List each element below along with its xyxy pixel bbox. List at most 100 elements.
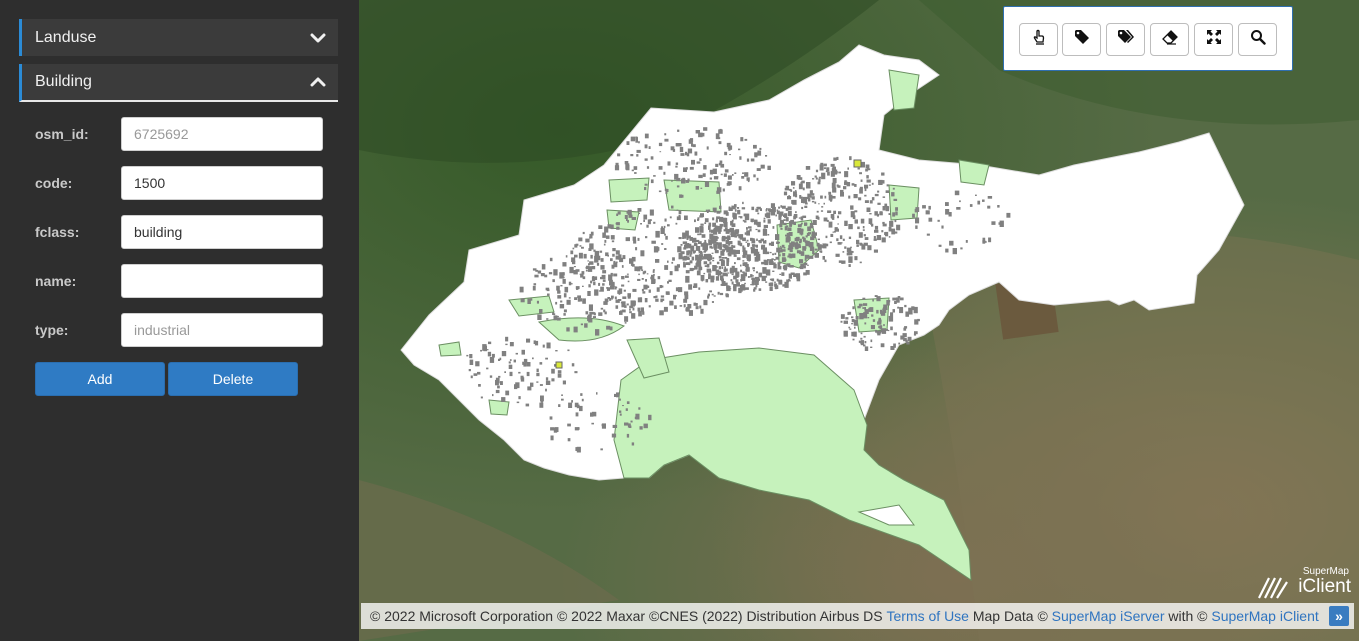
- building: [638, 266, 643, 270]
- select-tool-button[interactable]: [1019, 23, 1058, 56]
- building: [803, 265, 806, 269]
- eraser-tool-button[interactable]: [1150, 23, 1189, 56]
- building: [731, 219, 734, 222]
- building: [733, 254, 737, 257]
- building: [636, 154, 639, 157]
- building: [593, 313, 596, 316]
- building: [626, 218, 628, 221]
- add-button[interactable]: Add: [35, 362, 165, 396]
- building: [590, 254, 593, 259]
- building: [726, 229, 731, 233]
- building: [805, 202, 808, 205]
- building: [838, 171, 841, 174]
- building: [716, 216, 721, 220]
- building: [557, 373, 562, 378]
- building: [786, 263, 791, 266]
- panel-header-landuse[interactable]: Landuse: [19, 19, 338, 56]
- building: [699, 233, 702, 236]
- building: [715, 276, 720, 281]
- building: [710, 275, 715, 280]
- fullscreen-tool-button[interactable]: [1194, 23, 1233, 56]
- building: [808, 255, 814, 259]
- building: [803, 246, 807, 250]
- building: [681, 178, 686, 184]
- building: [534, 274, 539, 278]
- building: [904, 326, 908, 329]
- code-input[interactable]: [121, 166, 323, 200]
- building: [771, 241, 774, 246]
- name-input[interactable]: [121, 264, 323, 298]
- building: [778, 206, 780, 209]
- building: [883, 304, 888, 310]
- building: [742, 250, 748, 255]
- building: [505, 390, 510, 396]
- building: [862, 164, 864, 167]
- building: [639, 426, 643, 430]
- building: [823, 217, 828, 222]
- search-tool-button[interactable]: [1238, 23, 1277, 56]
- building: [554, 364, 557, 367]
- panel-header-building[interactable]: Building: [19, 64, 338, 102]
- building: [686, 153, 690, 157]
- building: [648, 289, 651, 293]
- building: [579, 254, 582, 259]
- building: [726, 286, 731, 292]
- building: [770, 282, 774, 287]
- building: [890, 346, 895, 350]
- building: [991, 221, 996, 225]
- building: [677, 129, 680, 132]
- building: [638, 311, 642, 317]
- building: [812, 178, 815, 180]
- tags-tool-button[interactable]: [1106, 23, 1145, 56]
- building: [689, 267, 694, 272]
- building: [610, 225, 614, 230]
- delete-button[interactable]: Delete: [168, 362, 298, 396]
- building: [489, 375, 493, 378]
- building: [556, 285, 560, 291]
- building: [750, 158, 755, 162]
- building: [718, 255, 722, 259]
- building: [899, 297, 904, 301]
- building: [700, 132, 705, 137]
- building: [727, 252, 730, 256]
- building: [941, 225, 944, 229]
- fclass-input[interactable]: [121, 215, 323, 249]
- building: [588, 248, 592, 251]
- building: [649, 209, 654, 216]
- building: [681, 194, 684, 198]
- type-input[interactable]: [121, 313, 323, 347]
- supermap-iclient-link[interactable]: SuperMap iClient: [1211, 608, 1319, 624]
- building: [613, 260, 616, 265]
- building: [710, 236, 714, 239]
- building: [717, 291, 720, 295]
- building: [809, 225, 814, 229]
- building: [708, 273, 711, 278]
- terms-of-use-link[interactable]: Terms of Use: [886, 608, 969, 624]
- building: [858, 197, 862, 201]
- attribution-toggle-button[interactable]: »: [1329, 606, 1349, 626]
- building: [630, 136, 636, 142]
- map-view[interactable]: SuperMap iClient © 2022 Microsoft Corpor…: [359, 0, 1359, 641]
- building: [731, 232, 736, 238]
- building: [694, 219, 696, 223]
- building: [674, 265, 679, 272]
- building: [829, 241, 832, 244]
- search-icon: [1250, 29, 1266, 50]
- building: [719, 246, 723, 250]
- building: [619, 410, 622, 413]
- building: [805, 270, 810, 275]
- building: [870, 346, 873, 348]
- building: [893, 332, 897, 336]
- supermap-iserver-link[interactable]: SuperMap iServer: [1051, 608, 1165, 624]
- map-canvas[interactable]: [359, 0, 1359, 641]
- building: [840, 192, 844, 197]
- building: [859, 188, 863, 194]
- building: [590, 280, 593, 284]
- building: [751, 220, 753, 223]
- building: [721, 235, 726, 242]
- building: [545, 377, 549, 381]
- osm-id-input[interactable]: [121, 117, 323, 151]
- building: [683, 304, 686, 308]
- building: [772, 226, 775, 229]
- tag-tool-button[interactable]: [1062, 23, 1101, 56]
